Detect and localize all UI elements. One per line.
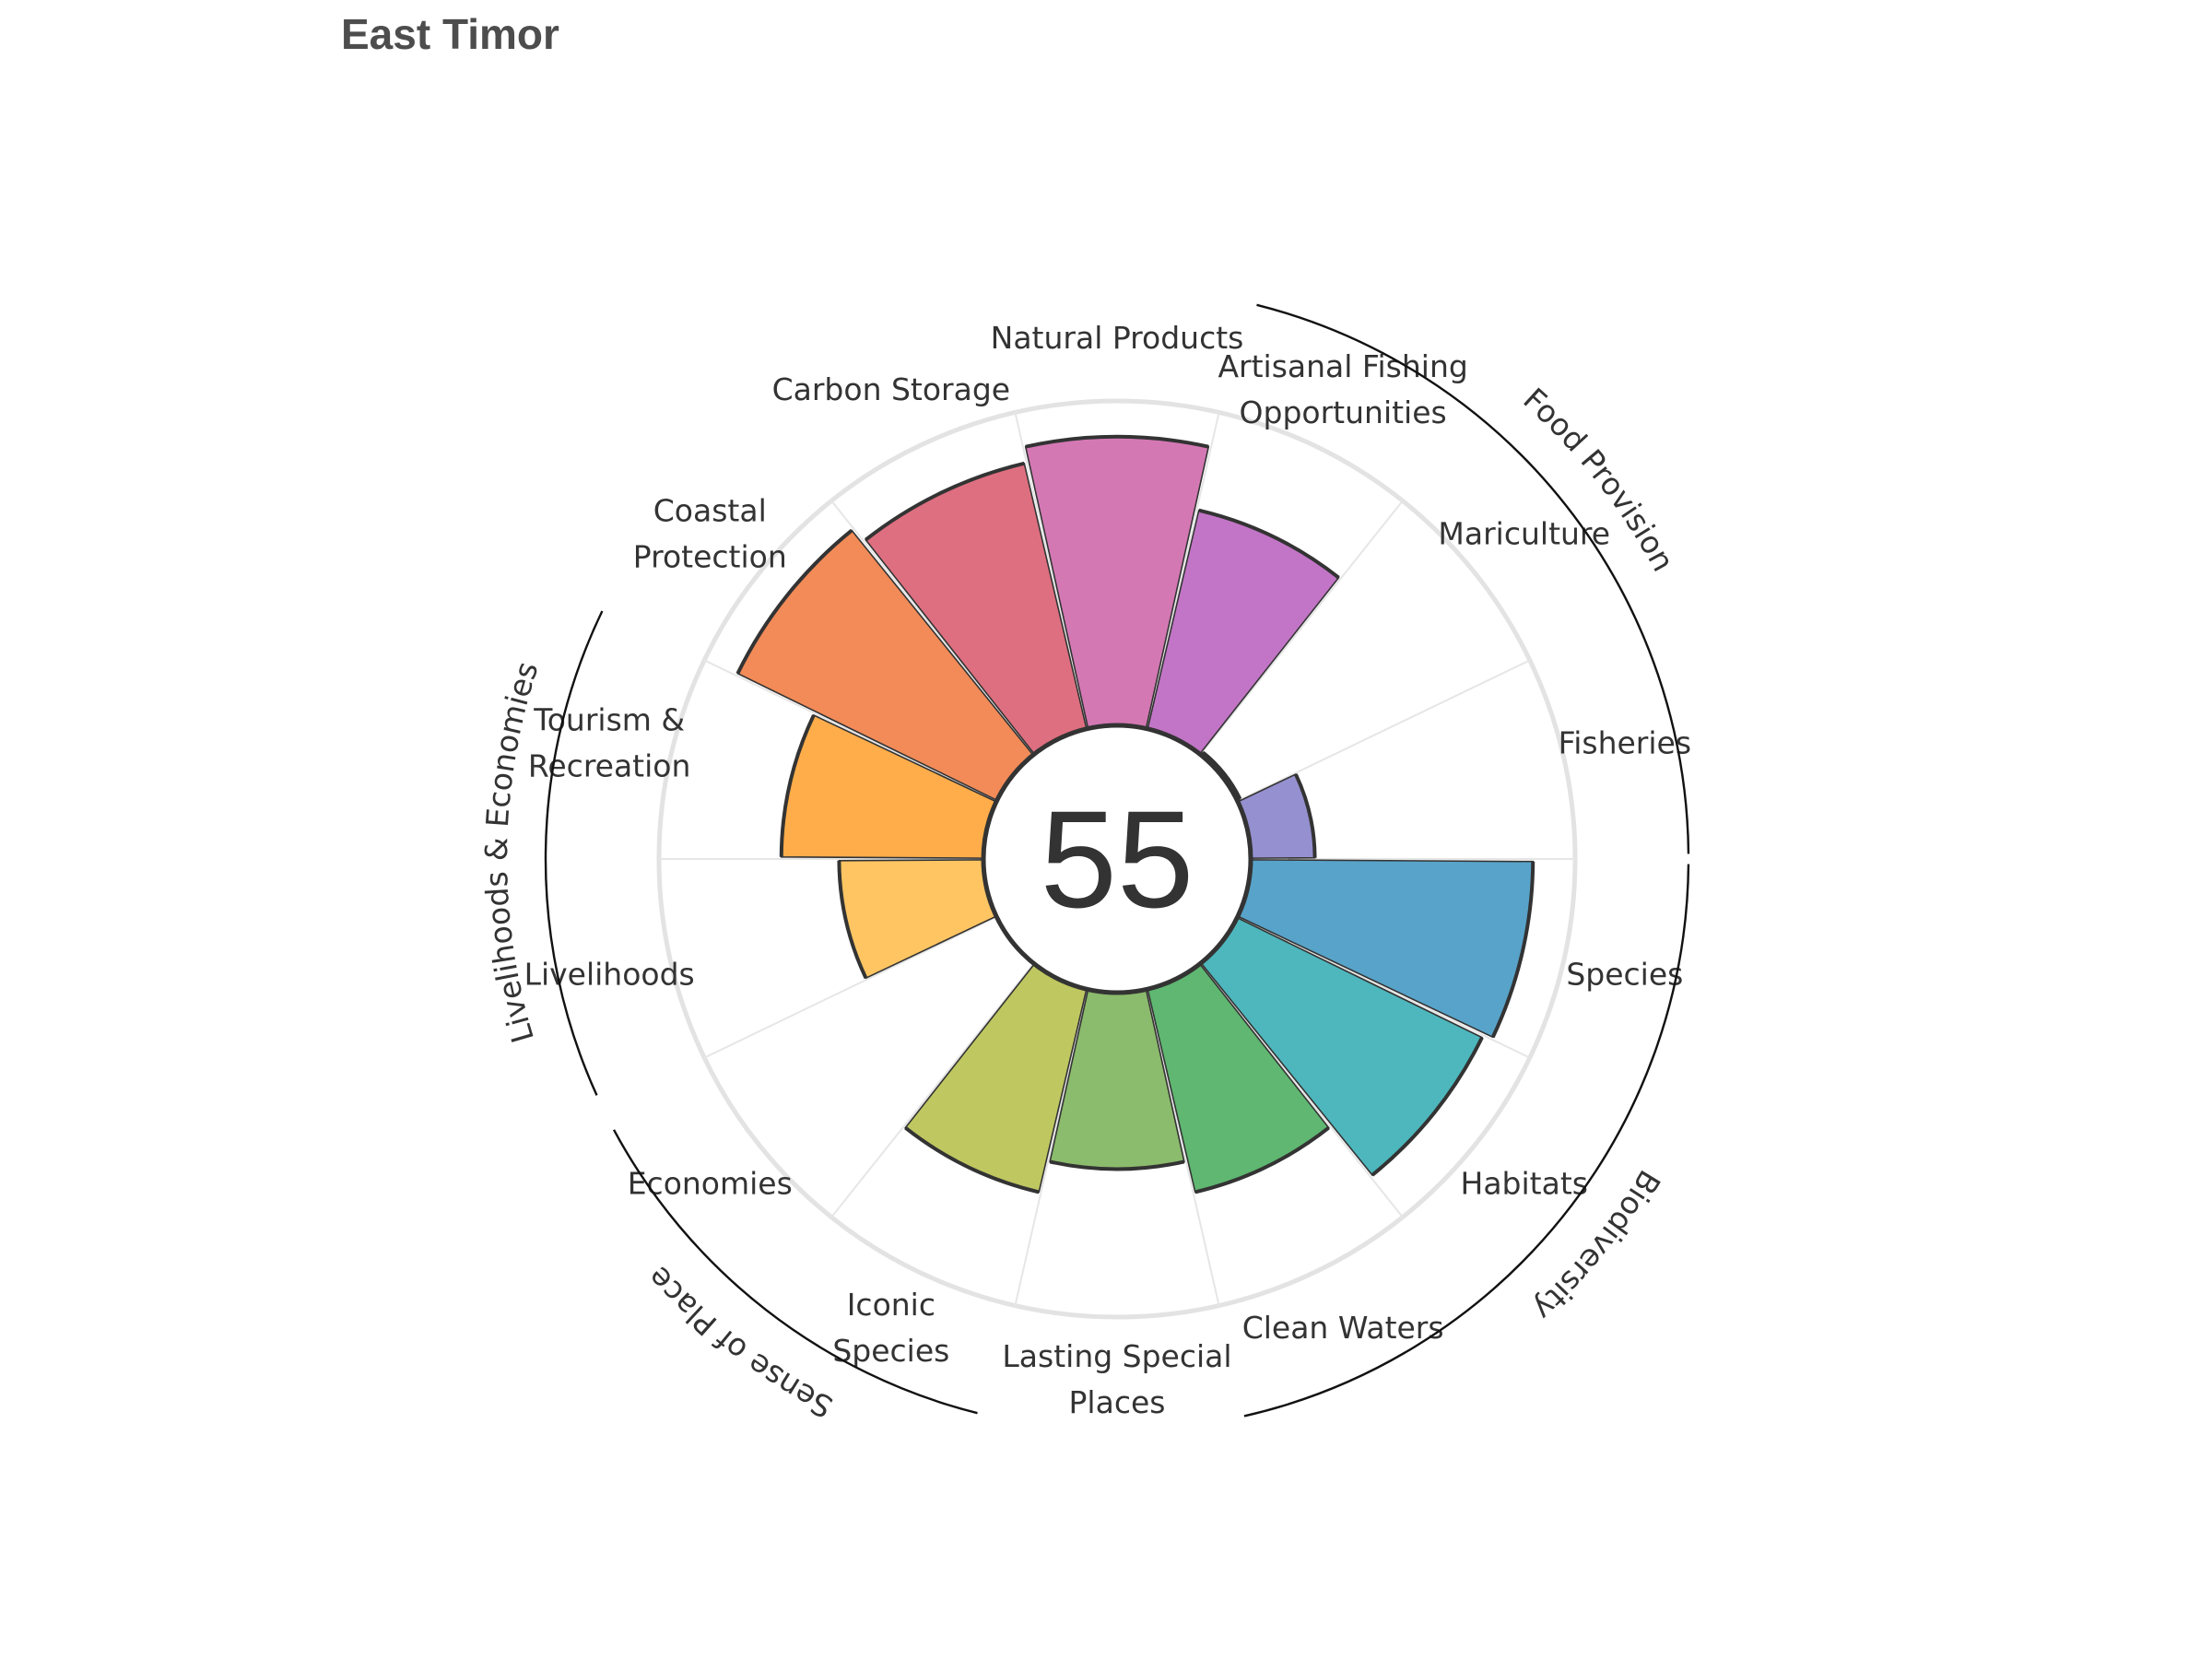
grid-spoke [1146,989,1220,1306]
goal-label-iconic-species: Iconic Species [832,1287,949,1369]
petal-edge-habitats [1371,1036,1484,1177]
petal-edge-coastal-protection [735,528,853,675]
center-circle [981,723,1253,995]
petal-edge-carbon-storage [865,461,1025,542]
petal-edge-mariculture [1202,750,1242,800]
petal-edge-species [1490,861,1535,1039]
grid-spoke [1237,659,1531,802]
petal-edge-tourism-and-recreation [779,714,816,857]
group-label-sense-of-place: Sense of Place [641,1260,839,1426]
grid-spoke [1146,412,1220,729]
grid-spoke [830,962,1035,1218]
goal-label-carbon-storage: Carbon Storage [772,371,1011,407]
petal-edge-clean-waters [1194,1126,1330,1194]
grid-spoke [703,916,997,1059]
goal-label-natural-products: Natural Products [991,320,1244,356]
petal-livelihoods [838,859,998,980]
group-arc-food-provision [1256,303,1690,854]
center-score: 55 [1041,782,1194,936]
petal-edge-iconic-species [904,1126,1040,1194]
grid-spoke [1014,412,1088,729]
goal-label-lasting-special-places: Lasting Special Places [1002,1338,1231,1420]
page-title: East Timor [341,10,559,58]
goal-label-habitats: Habitats [1461,1165,1588,1201]
group-arc-biodiversity [1243,864,1690,1418]
grid-spoke [1199,962,1404,1218]
group-arc-livelihoods-and-economies [544,610,604,1096]
grid-spoke [1199,500,1404,756]
goal-label-clean-waters: Clean Waters [1242,1310,1444,1346]
goal-label-livelihoods: Livelihoods [524,957,695,993]
grid-spoke [703,659,997,802]
grid-spoke [1237,916,1531,1059]
grid-spoke [830,500,1035,756]
goal-label-coastal-protection: Coastal Protection [633,493,787,575]
goal-label-fisheries: Fisheries [1559,724,1691,760]
petal-edge-livelihoods [837,860,868,980]
petal-edge-fisheries [1294,773,1317,858]
grid-spoke [1014,989,1088,1306]
goal-label-species: Species [1566,957,1683,993]
petal-edge-artisanal-fishing-opportunities [1198,508,1340,580]
goal-label-economies: Economies [628,1165,793,1201]
petal-edge-natural-products [1025,434,1209,449]
goal-label-artisanal-fishing-opportunities: Artisanal Fishing Opportunities [1218,348,1467,430]
group-arc-sense-of-place [612,1129,978,1415]
goal-label-mariculture: Mariculture [1438,516,1610,552]
petal-edge-lasting-special-places [1049,1159,1185,1171]
